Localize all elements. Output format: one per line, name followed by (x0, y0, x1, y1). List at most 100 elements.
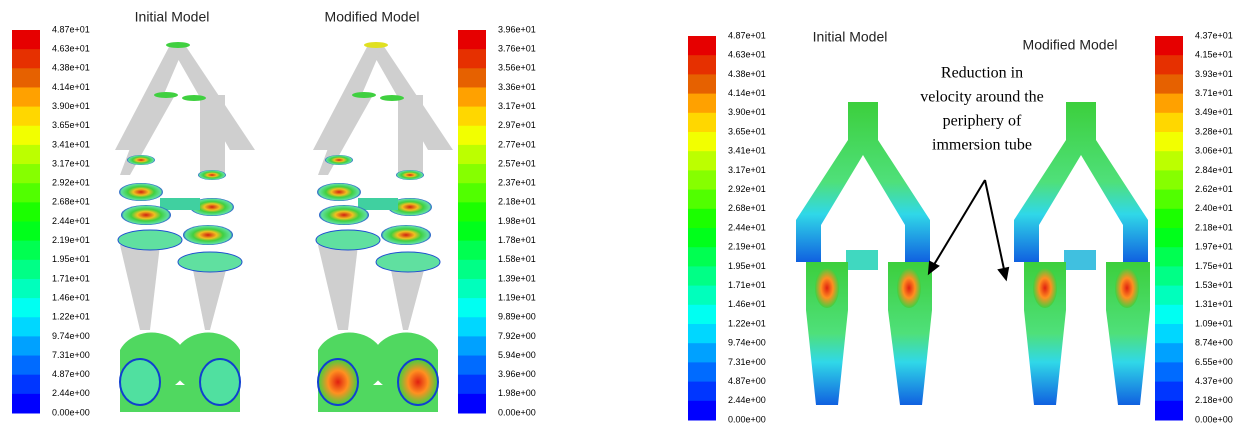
colorbar-swatch (1155, 305, 1183, 325)
colorbar-swatch (12, 375, 40, 395)
colorbar-swatch (688, 228, 716, 248)
colorbar-swatch (12, 107, 40, 127)
colorbar-label: 9.74e+00 (52, 331, 90, 341)
colorbar-swatch (458, 164, 486, 184)
colorbar-label: 0.00e+00 (498, 407, 536, 417)
colorbar-label: 9.89e+00 (498, 312, 536, 322)
colorbar-swatch (458, 260, 486, 280)
colorbar-swatch (458, 317, 486, 337)
colorbar-label: 4.63e+01 (728, 50, 766, 60)
colorbar-label: 1.53e+01 (1195, 280, 1233, 290)
colorbar-swatch (12, 241, 40, 261)
colorbar-swatch (12, 30, 40, 50)
colorbar-label: 7.31e+00 (728, 357, 766, 367)
colorbar-label: 4.87e+00 (728, 376, 766, 386)
colorbar-swatch (1155, 382, 1183, 402)
colorbar-label: 3.65e+01 (52, 120, 90, 130)
colorbar-label: 1.98e+01 (498, 216, 536, 226)
colorbar-label: 3.17e+01 (52, 158, 90, 168)
annotation-line: velocity around the (920, 89, 1044, 106)
panel-title: Modified Model (325, 9, 420, 25)
colorbar-label: 1.46e+01 (728, 299, 766, 309)
colorbar-label: 4.63e+01 (52, 44, 90, 54)
colorbar-label: 1.22e+01 (728, 318, 766, 328)
colorbar-label: 4.14e+01 (728, 88, 766, 98)
panel-title: Initial Model (135, 9, 210, 25)
colorbar-label: 2.40e+01 (1195, 203, 1233, 213)
colorbar-label: 4.37e+01 (1195, 30, 1233, 40)
colorbar-swatch (688, 94, 716, 114)
colorbar-label: 4.38e+01 (728, 69, 766, 79)
colorbar-swatch (688, 382, 716, 402)
colorbar-label: 3.90e+01 (728, 107, 766, 117)
colorbar-swatch (688, 113, 716, 133)
colorbar-swatch (688, 190, 716, 210)
colorbar-label: 0.00e+00 (728, 414, 766, 424)
colorbar-label: 1.39e+01 (498, 273, 536, 283)
annotation-line: immersion tube (932, 137, 1032, 154)
colorbar-swatch (688, 55, 716, 75)
colorbar-label: 1.71e+01 (728, 280, 766, 290)
colorbar-swatch (12, 87, 40, 107)
colorbar-label: 4.14e+01 (52, 82, 90, 92)
colorbar-swatch (1155, 170, 1183, 190)
colorbar-swatch (458, 222, 486, 242)
colorbar-swatch (458, 145, 486, 165)
colorbar-swatch (458, 241, 486, 261)
colorbar-swatch (458, 279, 486, 299)
colorbar-label: 2.84e+01 (1195, 165, 1233, 175)
colorbar-label: 2.18e+00 (1195, 395, 1233, 405)
colorbar-swatch (688, 74, 716, 94)
colorbar-swatch (688, 151, 716, 171)
colorbar-swatch (1155, 343, 1183, 363)
colorbar-label: 7.92e+00 (498, 331, 536, 341)
colorbar-swatch (1155, 74, 1183, 94)
initial-3d-model (115, 42, 255, 412)
colorbar-swatch (688, 266, 716, 286)
colorbar-swatch (12, 145, 40, 165)
colorbar-swatch (688, 401, 716, 421)
colorbar-swatch (458, 356, 486, 376)
colorbar-swatch (688, 247, 716, 267)
annotation-arrows (929, 180, 1008, 279)
panel-title: Initial Model (813, 29, 888, 45)
colorbar-label: 3.93e+01 (1195, 69, 1233, 79)
colorbar-swatch (458, 49, 486, 69)
colorbar-label: 1.98e+00 (498, 388, 536, 398)
colorbar-label: 1.95e+01 (728, 261, 766, 271)
colorbar-label: 4.15e+01 (1195, 50, 1233, 60)
colorbar-label: 2.92e+01 (52, 178, 90, 188)
colorbar-label: 2.19e+01 (52, 235, 90, 245)
colorbar-swatch (12, 394, 40, 414)
colorbar-label: 3.96e+01 (498, 24, 536, 34)
initial-2d-section (796, 102, 932, 405)
colorbar-label: 3.71e+01 (1195, 88, 1233, 98)
annotation-line: Reduction in (941, 65, 1023, 82)
colorbar-label: 2.68e+01 (728, 203, 766, 213)
colorbar-swatch (12, 279, 40, 299)
colorbar-label: 3.96e+00 (498, 369, 536, 379)
colorbar-swatch (1155, 132, 1183, 152)
colorbar-label: 1.97e+01 (1195, 242, 1233, 252)
colorbar-swatch (12, 183, 40, 203)
colorbar-swatch (688, 324, 716, 344)
colorbar-label: 2.62e+01 (1195, 184, 1233, 194)
colorbar-swatch (12, 260, 40, 280)
colorbar-label: 3.36e+01 (498, 82, 536, 92)
colorbar-label: 1.46e+01 (52, 292, 90, 302)
colorbar-swatch (1155, 401, 1183, 421)
colorbar-label: 2.37e+01 (498, 178, 536, 188)
colorbar-label: 1.09e+01 (1195, 318, 1233, 328)
colorbar-swatch (458, 202, 486, 222)
colorbar-swatch (458, 126, 486, 146)
colorbar-label: 2.68e+01 (52, 197, 90, 207)
colorbar-label: 3.76e+01 (498, 44, 536, 54)
colorbar-swatch (12, 126, 40, 146)
colorbar-label: 3.41e+01 (52, 139, 90, 149)
colorbar-swatch (688, 305, 716, 325)
colorbar-swatch (12, 222, 40, 242)
colorbar-swatch (688, 209, 716, 229)
colorbar-swatch (12, 68, 40, 88)
colorbar-swatch (458, 107, 486, 127)
colorbar-swatch (1155, 94, 1183, 114)
